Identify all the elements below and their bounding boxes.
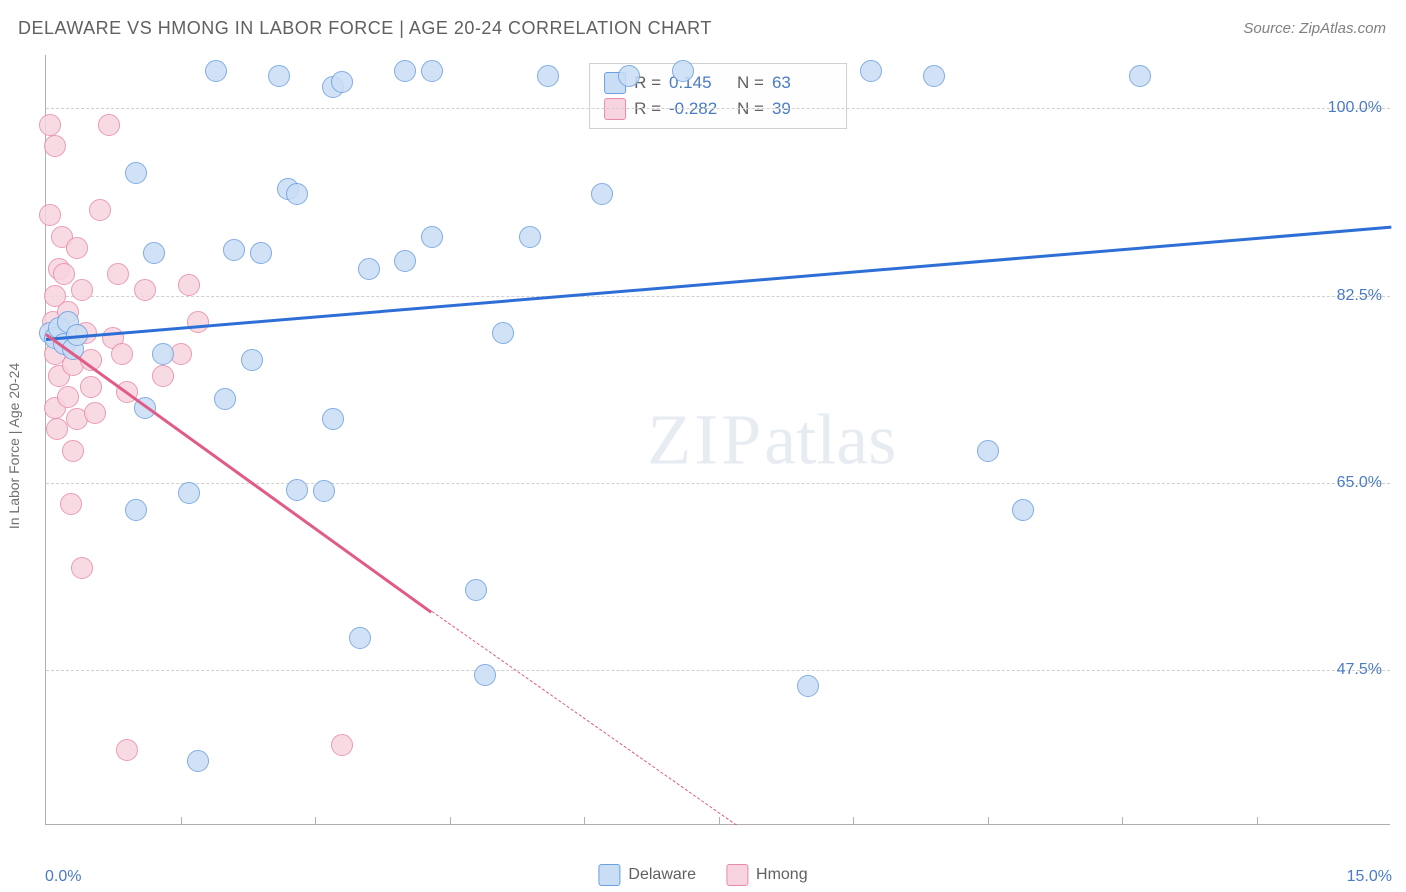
y-axis-label: In Labor Force | Age 20-24 [6, 363, 22, 529]
delaware-point [125, 162, 147, 184]
y-tick-label: 47.5% [1337, 661, 1382, 679]
y-tick-label: 65.0% [1337, 474, 1382, 492]
hmong-point [98, 114, 120, 136]
delaware-point [205, 60, 227, 82]
hmong-point [134, 279, 156, 301]
x-tick-mark [450, 817, 451, 825]
x-tick-mark [1257, 817, 1258, 825]
delaware-point [421, 226, 443, 248]
delaware-point [394, 250, 416, 272]
delaware-point [672, 60, 694, 82]
delaware-point [286, 183, 308, 205]
delaware-point [797, 675, 819, 697]
x-tick-mark [719, 817, 720, 825]
delaware-point [1129, 65, 1151, 87]
hmong-point [84, 402, 106, 424]
delaware-point [421, 60, 443, 82]
watermark: ZIPatlas [647, 398, 896, 481]
delaware-point [618, 65, 640, 87]
x-tick-mark [315, 817, 316, 825]
delaware-point [358, 258, 380, 280]
delaware-point [214, 388, 236, 410]
delaware-point [519, 226, 541, 248]
hmong-point [60, 493, 82, 515]
x-tick-mark [853, 817, 854, 825]
hmong-point [80, 376, 102, 398]
hmong-point [89, 199, 111, 221]
hmong-point [44, 135, 66, 157]
delaware-point [322, 408, 344, 430]
delaware-point [286, 479, 308, 501]
hmong-point [178, 274, 200, 296]
chart-title: DELAWARE VS HMONG IN LABOR FORCE | AGE 2… [18, 18, 712, 39]
chart-header: DELAWARE VS HMONG IN LABOR FORCE | AGE 2… [18, 18, 1386, 39]
delaware-point [143, 242, 165, 264]
legend-item-delaware: Delaware [598, 864, 696, 886]
hmong-point [152, 365, 174, 387]
hmong-point [57, 386, 79, 408]
x-tick-mark [1122, 817, 1123, 825]
hmong-point [46, 418, 68, 440]
delaware-point [268, 65, 290, 87]
hmong-swatch-icon [726, 864, 748, 886]
delaware-n-value: 63 [772, 73, 832, 93]
gridline [46, 483, 1390, 484]
gridline [46, 108, 1390, 109]
delaware-point [241, 349, 263, 371]
hmong-point [111, 343, 133, 365]
delaware-point [178, 482, 200, 504]
hmong-point [66, 237, 88, 259]
hmong-label: Hmong [756, 866, 808, 884]
delaware-point [591, 183, 613, 205]
delaware-point [977, 440, 999, 462]
delaware-point [349, 627, 371, 649]
trend-line [46, 226, 1391, 341]
hmong-point [71, 279, 93, 301]
delaware-point [331, 71, 353, 93]
hmong-point [107, 263, 129, 285]
delaware-point [223, 239, 245, 261]
delaware-point [860, 60, 882, 82]
delaware-point [465, 579, 487, 601]
hmong-point [62, 440, 84, 462]
delaware-point [152, 343, 174, 365]
source-prefix: Source: [1243, 20, 1299, 37]
delaware-point [1012, 499, 1034, 521]
x-tick-mark [988, 817, 989, 825]
hmong-point [53, 263, 75, 285]
y-tick-label: 82.5% [1337, 287, 1382, 305]
hmong-point [39, 204, 61, 226]
delaware-label: Delaware [628, 866, 696, 884]
x-tick-mark [584, 817, 585, 825]
trend-line-extrapolated [431, 611, 736, 826]
x-tick-mark [181, 817, 182, 825]
delaware-point [492, 322, 514, 344]
gridline [46, 670, 1390, 671]
source-attribution: Source: ZipAtlas.com [1243, 20, 1386, 37]
delaware-point [187, 750, 209, 772]
legend-item-hmong: Hmong [726, 864, 808, 886]
delaware-point [125, 499, 147, 521]
hmong-point [116, 739, 138, 761]
n-label: N = [737, 73, 764, 93]
hmong-point [187, 311, 209, 333]
delaware-swatch-icon [598, 864, 620, 886]
trend-line [45, 333, 432, 613]
series-legend: Delaware Hmong [598, 864, 807, 886]
delaware-point [923, 65, 945, 87]
delaware-point [313, 480, 335, 502]
x-axis-max-label: 15.0% [1347, 868, 1392, 886]
hmong-point [39, 114, 61, 136]
plot-area: ZIPatlas R = 0.145 N = 63 R = -0.282 N =… [45, 55, 1390, 825]
delaware-point [394, 60, 416, 82]
x-axis-min-label: 0.0% [45, 868, 81, 886]
gridline [46, 296, 1390, 297]
source-name: ZipAtlas.com [1299, 20, 1386, 37]
hmong-point [71, 557, 93, 579]
delaware-point [537, 65, 559, 87]
delaware-point [250, 242, 272, 264]
delaware-point [474, 664, 496, 686]
y-tick-label: 100.0% [1328, 99, 1382, 117]
hmong-point [331, 734, 353, 756]
